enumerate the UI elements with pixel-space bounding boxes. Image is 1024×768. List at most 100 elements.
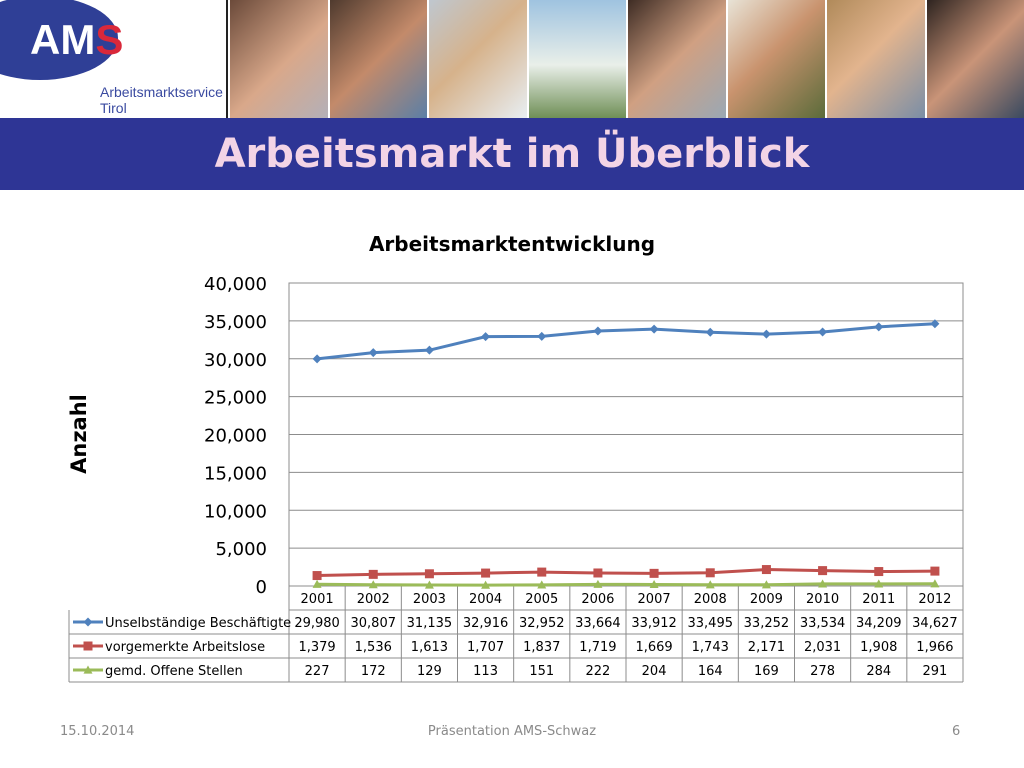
data-table-cell: 129 [417,664,442,679]
data-point [818,579,828,588]
data-table-cell: 1,743 [692,640,729,655]
data-table-cell: 32,916 [463,616,509,631]
photo-binoculars [526,0,626,118]
y-tick-label: 5,000 [215,539,267,560]
data-table-cell: 34,627 [912,616,958,631]
x-tick-label: 2002 [357,592,390,607]
data-point [83,641,93,651]
slide-header: AMS Arbeitsmarktservice Tirol [0,0,1024,118]
data-point [649,568,659,578]
logo-subtitle-line1: Arbeitsmarktservice [100,84,223,100]
data-table-cell: 1,966 [916,640,953,655]
y-axis-label: Anzahl [67,394,91,474]
data-table-cell: 169 [754,664,779,679]
data-point [593,568,603,578]
data-table-cell: 30,807 [351,616,397,631]
data-point [874,579,884,588]
data-table-cell: 1,908 [860,640,897,655]
photo-woman-smiling [825,0,925,118]
data-table-cell: 2,171 [748,640,785,655]
data-point [649,324,659,334]
x-tick-label: 2010 [806,592,839,607]
data-table-cell: 1,837 [523,640,560,655]
chart-title: Arbeitsmarktentwicklung [369,232,655,256]
data-table-cell: 2,031 [804,640,841,655]
data-table-cell: 1,613 [411,640,448,655]
data-table-cell: 164 [698,664,723,679]
data-point [593,326,603,336]
y-tick-label: 35,000 [204,312,267,333]
photo-woman-blonde [427,0,527,118]
ams-logo-mark: AMS [0,0,123,80]
y-tick-label: 40,000 [204,274,267,295]
data-point [424,345,434,355]
footer-date: 15.10.2014 [60,724,135,739]
data-point [761,329,771,339]
photo-young-man [725,0,825,118]
data-point [593,579,603,588]
data-point [537,567,547,577]
data-table-cell: 34,209 [856,616,902,631]
data-point [368,580,378,589]
footer-page-number: 6 [952,724,961,739]
legend-entry: gemd. Offene Stellen [105,664,243,679]
data-table-cell: 284 [866,664,891,679]
x-tick-label: 2003 [413,592,446,607]
data-table-cell: 33,664 [575,616,621,631]
data-point [705,327,715,337]
data-table-cell: 31,135 [407,616,453,631]
data-point [481,332,491,342]
photo-guitarist [327,0,427,118]
data-point [312,354,322,364]
data-point [930,319,940,329]
y-tick-label: 15,000 [204,463,267,484]
x-tick-label: 2006 [581,592,614,607]
x-tick-label: 2005 [525,592,558,607]
footer-presentation-name: Präsentation AMS-Schwaz [427,724,597,739]
data-point [83,617,93,627]
data-table-cell: 1,707 [467,640,504,655]
y-tick-label: 20,000 [204,426,267,447]
legend-entry: Unselbständige Beschäftigte [105,616,291,631]
data-point [83,665,93,674]
data-table-cell: 113 [473,664,498,679]
data-point [481,580,491,589]
data-point [818,327,828,337]
data-point [705,568,715,578]
data-table-cell: 278 [810,664,835,679]
data-table-cell: 151 [529,664,554,679]
data-table-cell: 33,252 [744,616,790,631]
x-tick-label: 2011 [862,592,895,607]
data-point [761,565,771,575]
x-tick-label: 2001 [301,592,334,607]
data-point [761,580,771,589]
series-line [317,568,935,578]
data-point [818,566,828,576]
data-table-cell: 227 [305,664,330,679]
data-table-cell: 33,912 [631,616,677,631]
y-tick-label: 30,000 [204,350,267,371]
line-chart: Arbeitsmarktentwicklung Anzahl 0 5,000 10,00… [67,232,964,683]
x-tick-label: 2007 [638,592,671,607]
photo-mother-child [228,0,328,118]
data-point [312,571,322,581]
data-point [537,331,547,341]
data-point [537,580,547,589]
slide-title: Arbeitsmarkt im Überblick [214,131,810,177]
data-point [368,569,378,579]
x-tick-label: 2012 [918,592,951,607]
legend-entry: vorgemerkte Arbeitslose [105,640,265,655]
x-tick-label: 2009 [750,592,783,607]
y-tick-label: 25,000 [204,388,267,409]
data-point [424,580,434,589]
x-tick-label: 2004 [469,592,502,607]
photo-woman-phone [626,0,726,118]
data-table-cell: 33,495 [688,616,734,631]
data-point [705,580,715,589]
data-point [481,568,491,578]
x-tick-label: 2008 [694,592,727,607]
logo-brand-text: AMS [30,16,123,63]
title-bar: Arbeitsmarkt im Überblick [0,118,1024,190]
data-table-cell: 1,669 [635,640,672,655]
data-point [874,322,884,332]
